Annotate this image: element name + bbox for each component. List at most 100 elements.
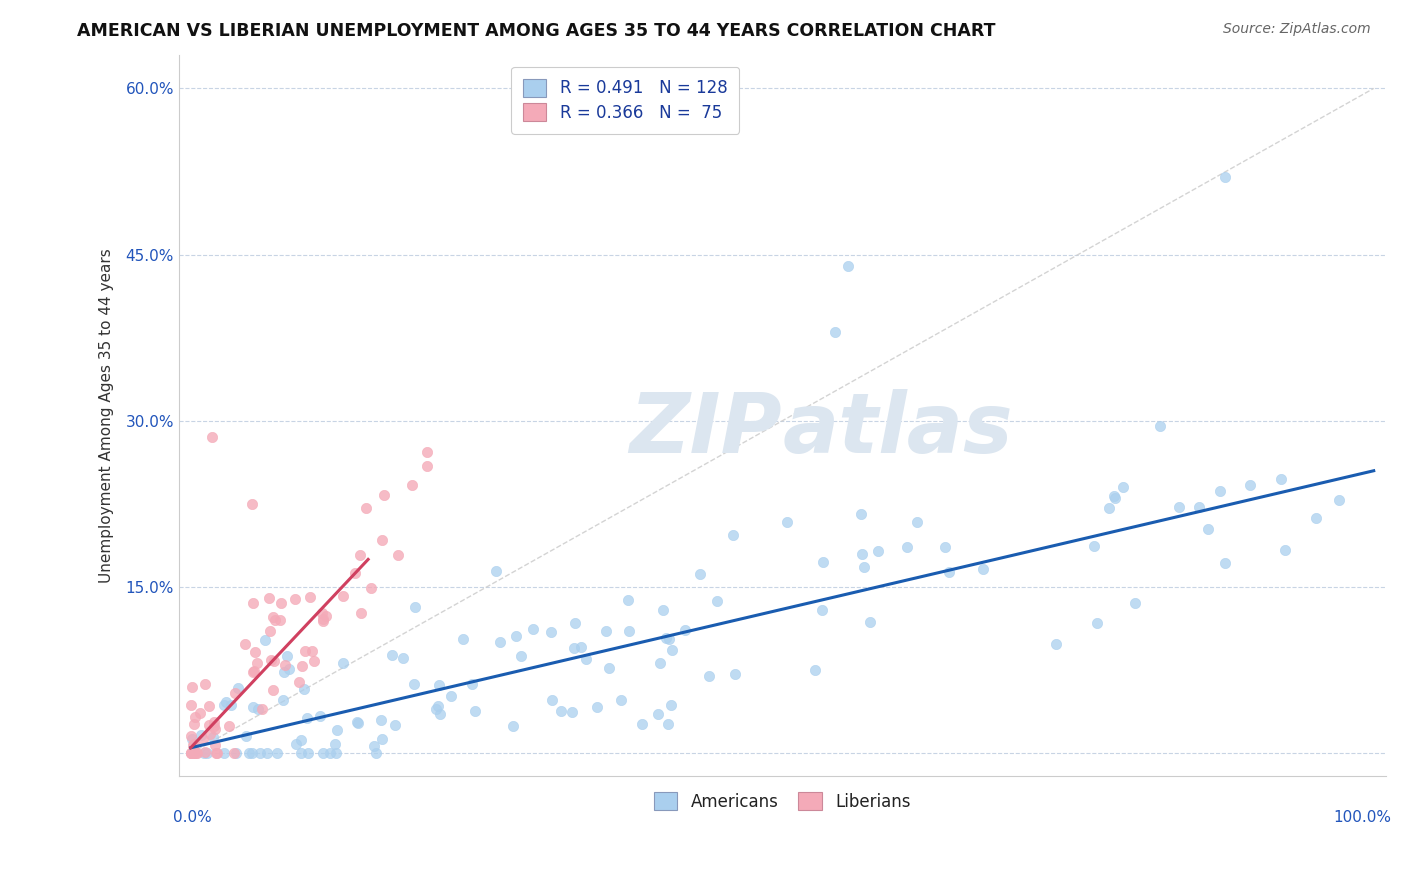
Point [183, 747, 205, 761]
Point [181, 747, 204, 761]
Point [868, 543, 890, 558]
Text: Source: ZipAtlas.com: Source: ZipAtlas.com [1223, 22, 1371, 37]
Point [201, 430, 224, 444]
Point [1083, 539, 1105, 553]
Point [1209, 484, 1232, 499]
Point [194, 677, 217, 691]
Point [425, 702, 447, 716]
Point [202, 730, 225, 744]
Point [1098, 501, 1121, 516]
Point [724, 666, 747, 681]
Point [541, 693, 564, 707]
Point [183, 747, 205, 761]
Point [242, 665, 264, 680]
Point [205, 747, 228, 761]
Point [440, 689, 463, 703]
Point [312, 614, 335, 628]
Point [619, 624, 641, 638]
Point [204, 747, 226, 761]
Point [1239, 478, 1261, 492]
Point [183, 737, 205, 751]
Point [1197, 522, 1219, 536]
Point [195, 747, 218, 761]
Point [562, 641, 585, 656]
Point [598, 660, 620, 674]
Legend: Americans, Liberians: Americans, Liberians [647, 786, 917, 818]
Point [387, 549, 409, 563]
Point [1167, 500, 1189, 514]
Point [586, 700, 609, 714]
Point [1085, 616, 1108, 631]
Point [510, 648, 533, 663]
Point [354, 500, 377, 515]
Point [1123, 596, 1146, 610]
Point [312, 612, 335, 626]
Point [824, 325, 846, 339]
Point [972, 562, 994, 576]
Point [392, 650, 415, 665]
Point [204, 719, 226, 733]
Point [373, 488, 395, 502]
Point [250, 702, 273, 716]
Point [346, 715, 368, 730]
Point [811, 603, 834, 617]
Text: 100.0%: 100.0% [1333, 810, 1392, 825]
Point [650, 657, 672, 671]
Point [215, 695, 238, 709]
Point [616, 593, 638, 607]
Point [346, 714, 368, 729]
Point [332, 589, 354, 603]
Point [253, 633, 276, 648]
Point [266, 747, 288, 761]
Point [404, 600, 426, 615]
Point [249, 747, 271, 761]
Point [574, 652, 596, 666]
Point [246, 656, 269, 670]
Point [274, 657, 297, 672]
Point [489, 635, 512, 649]
Point [811, 555, 834, 569]
Point [659, 698, 682, 712]
Point [370, 713, 392, 727]
Point [1270, 472, 1292, 486]
Point [243, 665, 266, 679]
Point [851, 547, 873, 561]
Point [180, 731, 202, 746]
Point [706, 593, 728, 607]
Point [384, 717, 406, 731]
Point [247, 702, 270, 716]
Point [180, 729, 202, 743]
Point [1329, 492, 1351, 507]
Point [502, 719, 524, 733]
Point [270, 596, 292, 610]
Point [290, 732, 312, 747]
Point [371, 731, 394, 746]
Point [222, 747, 245, 761]
Point [264, 613, 287, 627]
Point [610, 693, 633, 707]
Point [595, 624, 617, 639]
Point [849, 507, 872, 521]
Point [416, 459, 439, 474]
Point [323, 737, 346, 751]
Point [242, 596, 264, 610]
Point [485, 564, 508, 578]
Point [204, 738, 226, 752]
Point [505, 628, 527, 642]
Point [654, 631, 676, 645]
Point [262, 682, 284, 697]
Point [647, 707, 669, 722]
Point [896, 540, 918, 554]
Point [651, 603, 673, 617]
Point [657, 716, 679, 731]
Point [183, 717, 205, 731]
Point [1149, 419, 1171, 434]
Point [630, 717, 652, 731]
Point [461, 677, 484, 691]
Point [180, 747, 202, 761]
Point [301, 644, 323, 658]
Point [299, 590, 322, 604]
Point [188, 706, 211, 721]
Point [295, 711, 318, 725]
Point [238, 747, 260, 761]
